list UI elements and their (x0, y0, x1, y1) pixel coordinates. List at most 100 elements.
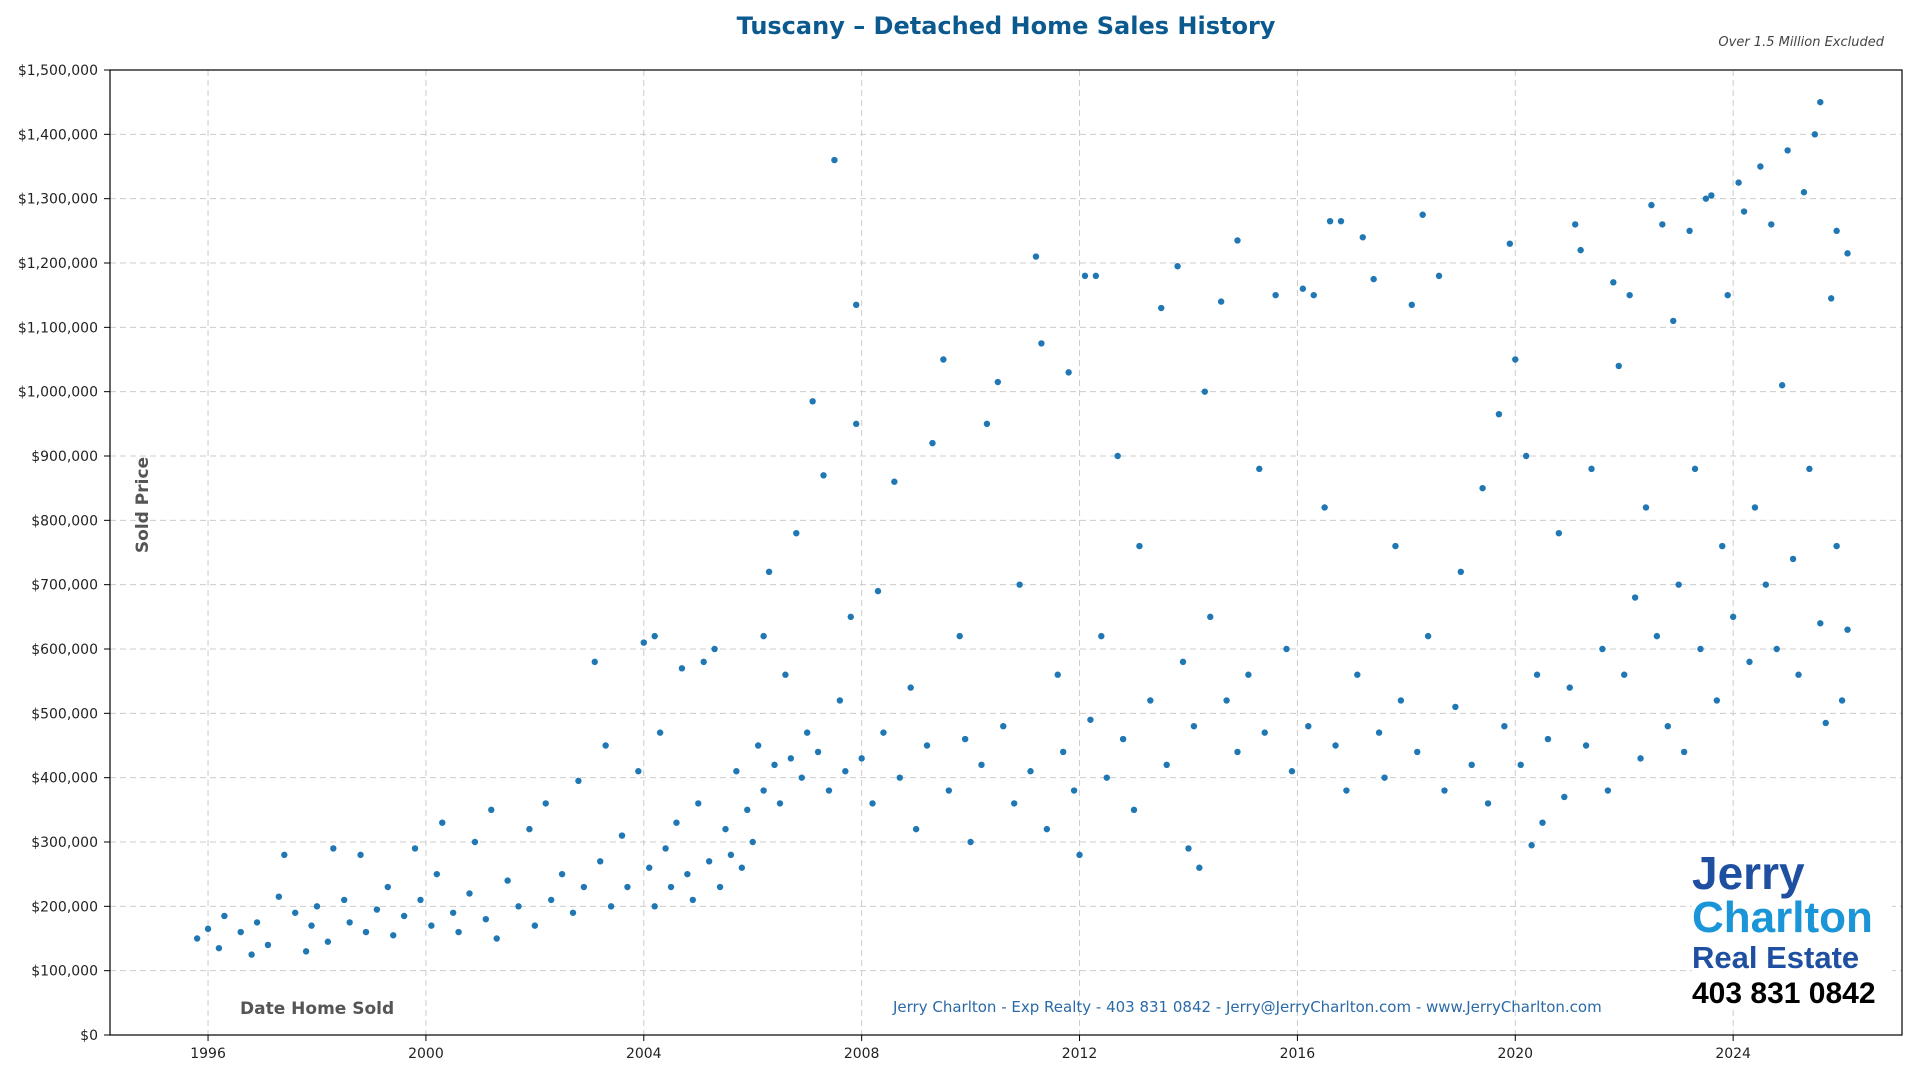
data-point (673, 819, 680, 826)
data-point (275, 893, 283, 900)
data-point (978, 761, 985, 768)
data-point (204, 925, 212, 933)
data-point (308, 922, 315, 929)
data-point (1201, 388, 1209, 395)
data-point (1359, 234, 1366, 241)
data-point (1185, 845, 1192, 852)
data-point (749, 838, 756, 846)
data-point (678, 665, 686, 672)
data-point (1686, 227, 1693, 235)
data-point (1457, 568, 1465, 575)
data-point (1092, 272, 1100, 280)
data-point (1833, 227, 1840, 235)
data-point (221, 912, 228, 920)
data-point (940, 356, 947, 363)
data-point (455, 928, 462, 936)
data-point (1010, 800, 1018, 807)
data-point (798, 774, 805, 781)
data-point (1762, 581, 1770, 588)
data-point (493, 935, 500, 942)
data-point (1479, 484, 1486, 492)
data-point (1571, 221, 1579, 228)
y-tick-label: $900,000 (31, 449, 98, 465)
data-point (597, 858, 604, 865)
data-point (291, 909, 299, 916)
data-point (248, 951, 255, 958)
data-point (607, 903, 615, 910)
data-point (526, 825, 533, 833)
x-tick-label: 2000 (408, 1046, 444, 1062)
x-tick-label: 2004 (626, 1046, 662, 1062)
data-point (1179, 658, 1187, 666)
data-point (193, 935, 201, 942)
data-point (684, 870, 691, 878)
data-point (1038, 340, 1045, 347)
data-point (1484, 800, 1492, 807)
data-point (1414, 748, 1421, 756)
data-point (793, 530, 800, 537)
data-point (1343, 787, 1350, 794)
data-point (1337, 217, 1345, 225)
data-point (1495, 410, 1503, 418)
data-point (1659, 221, 1666, 228)
data-point (1163, 761, 1170, 768)
data-point (700, 658, 707, 666)
data-point (1190, 723, 1198, 730)
logo-line-2: Charlton (1692, 893, 1873, 942)
data-point (1544, 735, 1552, 743)
data-point (651, 903, 658, 910)
data-point (1234, 237, 1241, 244)
data-point (760, 787, 767, 794)
data-point (1501, 723, 1508, 730)
data-point (428, 922, 435, 929)
data-point (1136, 542, 1143, 550)
data-point (1757, 163, 1764, 170)
data-point (891, 478, 898, 485)
data-point (820, 472, 827, 479)
data-point (400, 912, 408, 920)
data-point (1272, 291, 1279, 299)
data-point (1065, 369, 1072, 376)
data-point (1283, 645, 1290, 653)
y-tick-label: $0 (80, 1028, 98, 1044)
data-point (635, 768, 642, 775)
footer-contact: Jerry Charlton - Exp Realty - 403 831 08… (893, 998, 1602, 1016)
x-tick-label: 2024 (1715, 1046, 1751, 1062)
y-tick-label: $300,000 (31, 835, 98, 851)
data-point (1147, 697, 1154, 704)
data-point (1522, 452, 1530, 460)
data-point (1719, 542, 1726, 550)
data-point (983, 420, 991, 428)
y-tick-label: $1,500,000 (18, 63, 98, 79)
data-point (237, 928, 244, 936)
data-point (912, 825, 920, 833)
data-point (1087, 716, 1094, 723)
data-point (1098, 632, 1105, 640)
data-point (1043, 825, 1051, 833)
data-point (1468, 761, 1475, 768)
data-point (1822, 719, 1829, 727)
data-point (1375, 729, 1383, 736)
chart-title: Tuscany – Detached Home Sales History (736, 12, 1276, 40)
x-tick-label: 2012 (1062, 1046, 1098, 1062)
data-point (1773, 645, 1780, 653)
data-point (433, 870, 441, 878)
data-point (357, 851, 364, 859)
data-point (1751, 504, 1759, 511)
data-point (896, 774, 903, 781)
data-point (814, 748, 822, 756)
data-point (1305, 723, 1312, 730)
y-tick-label: $600,000 (31, 642, 98, 658)
data-point (1452, 703, 1459, 711)
data-point (1789, 555, 1797, 563)
y-tick-label: $200,000 (31, 899, 98, 915)
data-point (215, 944, 223, 952)
data-point (1844, 626, 1851, 633)
data-point (373, 906, 381, 913)
data-point (411, 845, 419, 852)
data-point (558, 870, 566, 878)
data-point (1724, 291, 1731, 299)
data-point (727, 851, 735, 859)
data-point (869, 800, 876, 807)
data-point (956, 632, 963, 640)
